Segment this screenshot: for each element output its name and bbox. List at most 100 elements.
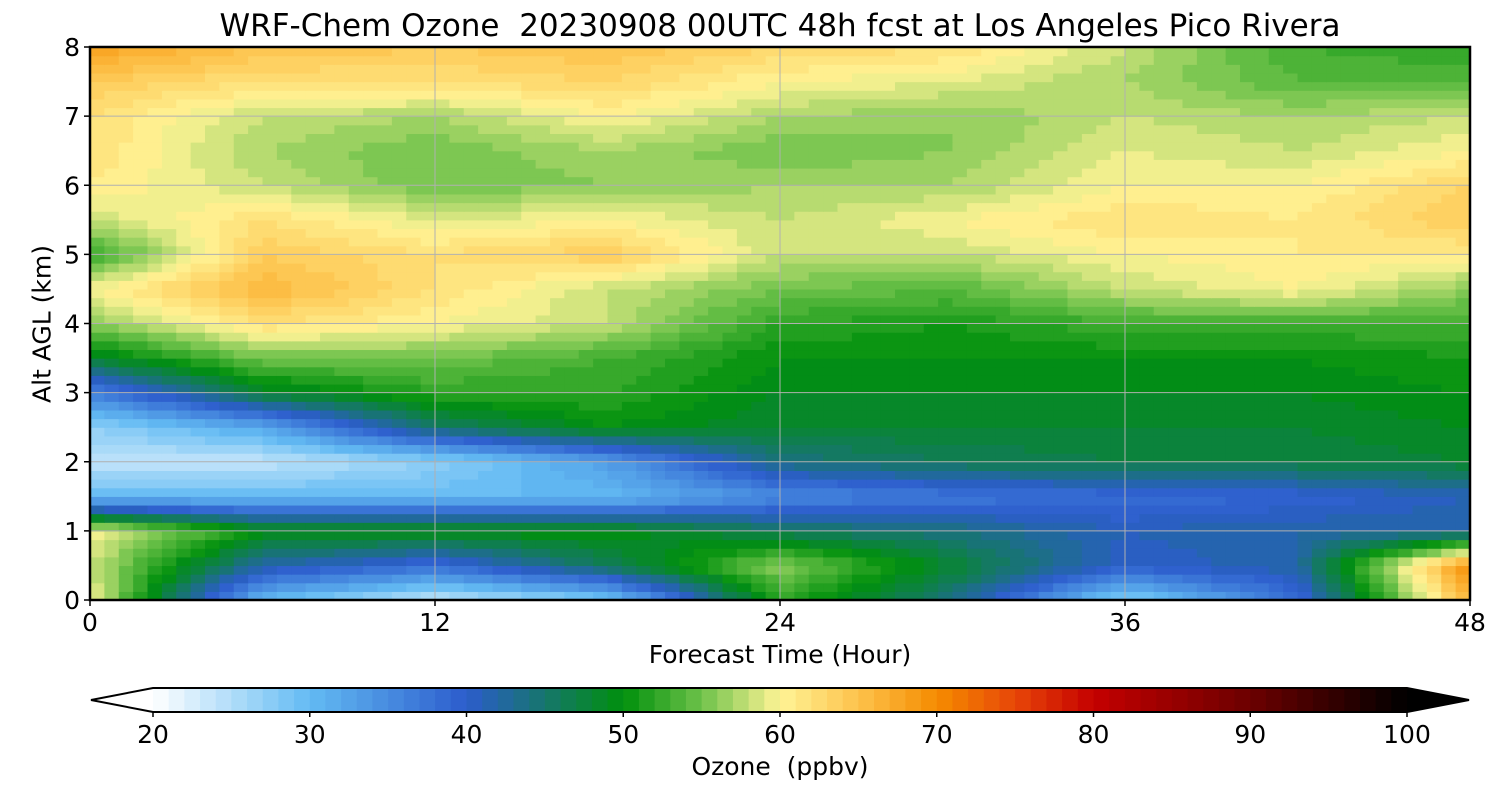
contour-cell [880,565,896,575]
contour-cell [506,418,522,428]
contour-cell [1268,358,1284,368]
contour-cell [363,530,379,541]
contour-cell [104,591,120,601]
contour-cell [736,591,752,601]
contour-cell [176,219,192,230]
contour-cell [1153,366,1169,376]
contour-cell [133,254,149,264]
contour-cell [1024,150,1040,160]
contour-cell [679,263,695,273]
contour-cell [1369,582,1385,592]
contour-cell [636,288,652,299]
contour-cell [348,254,364,264]
contour-cell [564,176,580,186]
contour-cell [205,548,220,558]
contour-cell [808,280,824,290]
contour-cell [1139,530,1155,541]
contour-cell [334,427,350,437]
contour-cell [1398,383,1414,394]
contour-cell [736,193,752,204]
contour-cell [981,383,997,394]
contour-cell [305,375,321,385]
contour-cell [1067,211,1083,221]
contour-cell [1067,539,1083,549]
contour-cell [305,522,321,532]
contour-cell [923,375,939,385]
contour-cell [161,297,177,307]
contour-cell [895,548,910,558]
contour-cell [463,254,479,264]
contour-cell [233,193,249,204]
contour-cell [1110,228,1126,238]
contour-cell [679,297,695,307]
contour-cell [377,548,393,558]
contour-cell [981,237,997,247]
contour-cell [607,530,623,541]
contour-cell [463,470,479,480]
contour-cell [1240,159,1255,169]
contour-cell [90,582,105,592]
contour-cell [1369,271,1385,281]
contour-cell [1139,574,1155,584]
contour-cell [391,435,407,446]
contour-cell [578,401,594,411]
contour-cell [506,539,522,549]
contour-cell [880,297,896,307]
contour-cell [1412,176,1428,186]
contour-cell [1196,418,1212,428]
contour-cell [851,228,867,238]
contour-cell [377,435,393,446]
contour-cell [320,504,335,515]
contour-cell [176,245,192,255]
contour-cell [1268,556,1284,567]
contour-cell [463,496,479,506]
contour-cell [1010,358,1025,368]
contour-cell [636,496,652,506]
contour-cell [463,219,479,230]
contour-cell [794,297,810,307]
contour-cell [334,193,350,204]
contour-cell [420,582,436,592]
contour-cell [492,280,508,290]
contour-cell [909,383,925,394]
contour-cell [823,574,839,584]
contour-cell [938,530,954,541]
contour-cell [1240,375,1255,385]
contour-cell [449,323,465,333]
contour-cell [1297,375,1313,385]
contour-cell [1196,461,1212,471]
contour-cell [1211,202,1227,212]
contour-cell [981,306,997,316]
contour-cell [564,358,580,368]
contour-cell [535,574,551,584]
contour-cell [851,487,867,497]
contour-cell [607,237,623,247]
contour-cell [679,185,695,195]
contour-cell [420,504,436,515]
contour-cell [938,435,954,446]
contour-cell [492,185,508,195]
contour-cell [1369,150,1385,160]
contour-cell [1268,167,1284,178]
contour-cell [1182,479,1198,489]
contour-cell [1383,193,1399,204]
contour-cell [248,504,264,515]
contour-cell [391,375,407,385]
contour-cell [1297,574,1313,584]
contour-cell [751,254,767,264]
contour-cell [435,340,450,351]
contour-cell [1139,263,1155,273]
contour-cell [377,185,393,195]
contour-cell [1153,375,1169,385]
contour-cell [1225,280,1241,290]
contour-cell [1139,219,1155,230]
contour-cell [1240,211,1255,221]
contour-cell [621,470,637,480]
contour-cell [938,401,954,411]
contour-cell [1455,556,1471,567]
contour-cell [233,254,249,264]
contour-cell [722,202,738,212]
contour-cell [794,263,810,273]
contour-cell [118,522,134,532]
contour-cell [305,565,321,575]
